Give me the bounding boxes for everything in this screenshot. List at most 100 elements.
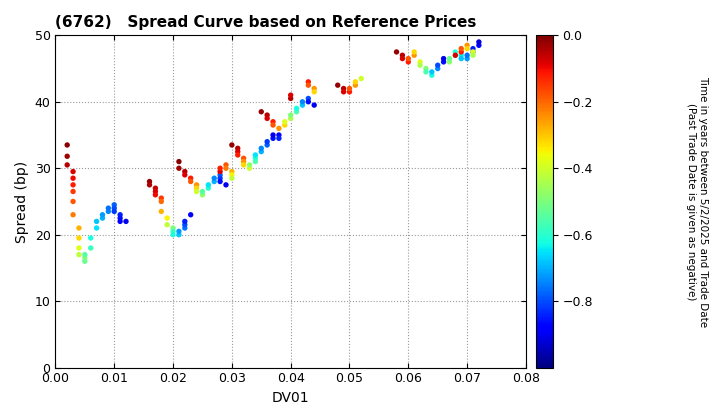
Point bbox=[444, 55, 455, 62]
Point bbox=[302, 82, 314, 89]
Point bbox=[220, 165, 232, 172]
Point bbox=[226, 171, 238, 178]
Point bbox=[449, 52, 461, 59]
Point bbox=[308, 89, 320, 95]
Point bbox=[343, 85, 355, 92]
Point bbox=[473, 39, 485, 45]
Point bbox=[209, 178, 220, 185]
Point bbox=[267, 118, 279, 125]
Point bbox=[226, 175, 238, 181]
Point bbox=[279, 122, 291, 129]
Point bbox=[91, 218, 102, 225]
Point bbox=[444, 58, 455, 65]
Point bbox=[408, 52, 420, 59]
Point bbox=[102, 208, 114, 215]
Point bbox=[426, 72, 438, 79]
Point bbox=[226, 168, 238, 175]
Point bbox=[215, 168, 226, 175]
Point bbox=[302, 95, 314, 102]
Point bbox=[156, 208, 167, 215]
Point bbox=[456, 45, 467, 52]
Point bbox=[73, 244, 85, 251]
Point bbox=[291, 105, 302, 112]
Point bbox=[261, 138, 273, 145]
Point bbox=[467, 49, 479, 55]
Point bbox=[120, 218, 132, 225]
Point bbox=[185, 175, 197, 181]
Point bbox=[343, 89, 355, 95]
Point bbox=[456, 49, 467, 55]
Point bbox=[467, 49, 479, 55]
Point bbox=[250, 155, 261, 162]
Point bbox=[261, 115, 273, 122]
Point bbox=[402, 58, 414, 65]
Point bbox=[215, 175, 226, 181]
Point bbox=[302, 79, 314, 85]
Y-axis label: Time in years between 5/2/2025 and Trade Date
(Past Trade Date is given as negat: Time in years between 5/2/2025 and Trade… bbox=[686, 76, 708, 327]
Point bbox=[402, 55, 414, 62]
Point bbox=[67, 175, 78, 181]
Point bbox=[185, 211, 197, 218]
Point bbox=[232, 145, 243, 152]
Point bbox=[397, 52, 408, 59]
Point bbox=[220, 162, 232, 168]
Point bbox=[279, 118, 291, 125]
Point bbox=[167, 228, 179, 235]
Point bbox=[250, 158, 261, 165]
Point bbox=[449, 52, 461, 59]
Point bbox=[156, 195, 167, 202]
Point bbox=[273, 125, 284, 132]
Point bbox=[238, 155, 249, 162]
Point bbox=[256, 108, 267, 115]
Point bbox=[238, 158, 249, 165]
Point bbox=[391, 49, 402, 55]
Point bbox=[215, 178, 226, 185]
Point bbox=[291, 108, 302, 115]
Point bbox=[432, 65, 444, 72]
Point bbox=[285, 112, 297, 118]
Point bbox=[167, 225, 179, 231]
Point bbox=[297, 98, 308, 105]
Point bbox=[462, 55, 473, 62]
Point bbox=[414, 62, 426, 68]
Point bbox=[350, 79, 361, 85]
Point bbox=[96, 211, 108, 218]
Point bbox=[191, 188, 202, 195]
Point bbox=[467, 52, 479, 59]
Point bbox=[273, 131, 284, 138]
Point bbox=[114, 211, 126, 218]
Point bbox=[67, 168, 78, 175]
Point bbox=[61, 142, 73, 148]
Point bbox=[338, 85, 349, 92]
Point bbox=[267, 131, 279, 138]
Point bbox=[285, 115, 297, 122]
Point bbox=[79, 258, 91, 265]
Point bbox=[256, 145, 267, 152]
Point bbox=[179, 225, 191, 231]
Point bbox=[79, 255, 91, 261]
Point bbox=[150, 185, 161, 192]
Point bbox=[179, 221, 191, 228]
Point bbox=[67, 211, 78, 218]
Point bbox=[261, 142, 273, 148]
Point bbox=[179, 171, 191, 178]
Point bbox=[438, 55, 449, 62]
Point bbox=[426, 68, 438, 75]
Point bbox=[73, 225, 85, 231]
Point bbox=[73, 251, 85, 258]
Point bbox=[174, 231, 185, 238]
Point bbox=[174, 158, 185, 165]
X-axis label: DV01: DV01 bbox=[272, 391, 310, 405]
Point bbox=[456, 52, 467, 59]
Point bbox=[267, 135, 279, 142]
Point bbox=[197, 192, 208, 198]
Point bbox=[109, 208, 120, 215]
Point bbox=[244, 162, 256, 168]
Point bbox=[150, 192, 161, 198]
Point bbox=[114, 215, 126, 221]
Point bbox=[456, 55, 467, 62]
Point bbox=[150, 188, 161, 195]
Point bbox=[161, 215, 173, 221]
Text: (6762)   Spread Curve based on Reference Prices: (6762) Spread Curve based on Reference P… bbox=[55, 15, 477, 30]
Point bbox=[462, 52, 473, 59]
